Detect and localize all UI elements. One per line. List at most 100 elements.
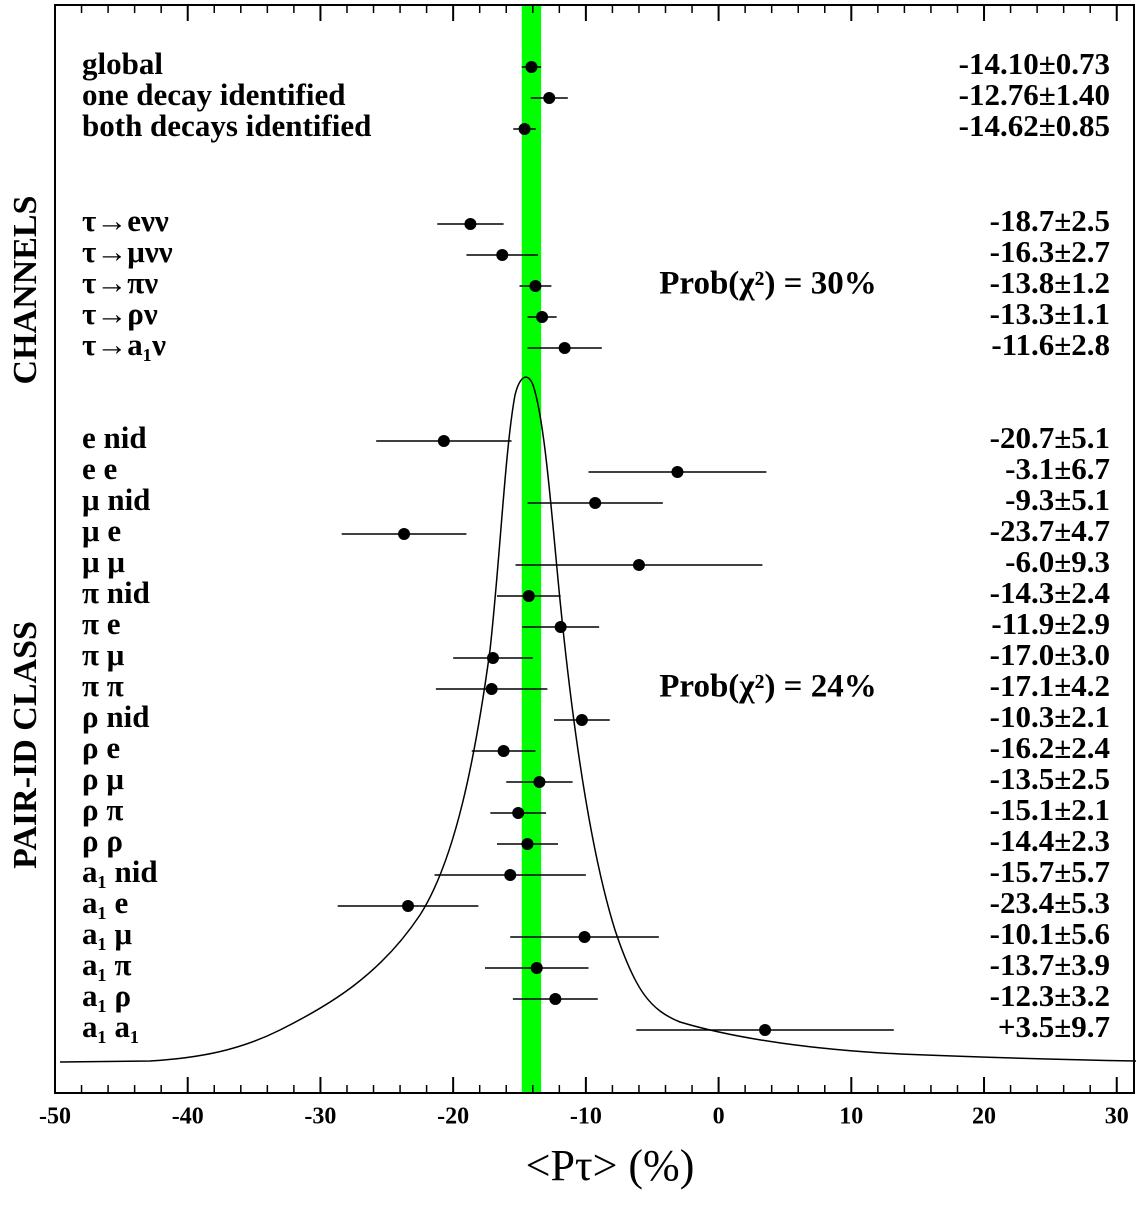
- section-label: PAIR-ID CLASS: [7, 621, 44, 869]
- value-label: -14.10±0.73: [959, 46, 1110, 81]
- point: [554, 621, 567, 633]
- value-label: -11.6±2.8: [991, 327, 1110, 362]
- value-label: -13.7±3.9: [990, 947, 1110, 982]
- point: [512, 807, 525, 819]
- row-label: e e: [82, 451, 117, 486]
- value-label: -16.3±2.7: [990, 234, 1110, 269]
- x-tick-label: 30: [1105, 1104, 1129, 1130]
- point: [533, 776, 546, 788]
- row-label: τ→πν: [82, 265, 158, 300]
- value-label: -3.1±6.7: [1005, 451, 1110, 486]
- row-label: a₁ π: [82, 947, 132, 982]
- point: [759, 1024, 772, 1036]
- row-label: π e: [82, 606, 121, 641]
- section-label: CHANNELS: [7, 196, 44, 385]
- row-label: ρ e: [82, 730, 120, 765]
- point: [671, 466, 684, 478]
- point: [536, 311, 549, 323]
- value-label: -17.0±3.0: [990, 637, 1110, 672]
- point: [485, 683, 498, 695]
- value-label: -12.3±3.2: [990, 978, 1110, 1013]
- row-label: global: [82, 46, 163, 81]
- x-tick-label: 20: [972, 1104, 996, 1130]
- point: [504, 869, 517, 881]
- value-label: -14.4±2.3: [990, 823, 1110, 858]
- point: [522, 590, 535, 602]
- x-tick-label: -40: [172, 1104, 204, 1130]
- point: [518, 123, 531, 135]
- x-tick-label: -30: [304, 1104, 336, 1130]
- row-label: τ→a₁ν: [82, 327, 166, 362]
- point: [398, 528, 411, 540]
- point: [525, 61, 538, 73]
- value-label: -17.1±4.2: [990, 668, 1110, 703]
- x-tick-label: 0: [713, 1104, 725, 1130]
- point: [529, 280, 542, 292]
- value-label: -11.9±2.9: [991, 606, 1110, 641]
- point: [464, 218, 477, 230]
- row-label: one decay identified: [82, 77, 346, 112]
- row-label: τ→ρν: [82, 296, 158, 331]
- point: [486, 652, 499, 664]
- row-label: π μ: [82, 637, 125, 672]
- row-label: ρ π: [82, 792, 123, 827]
- value-label: -23.7±4.7: [990, 513, 1110, 548]
- row-label: π π: [82, 668, 124, 703]
- value-label: -23.4±5.3: [990, 885, 1110, 920]
- value-label: -12.76±1.40: [959, 77, 1110, 112]
- point: [530, 962, 543, 974]
- value-label: -13.3±1.1: [990, 296, 1110, 331]
- x-axis-label: <Pτ> (%): [526, 1141, 695, 1190]
- value-label: -9.3±5.1: [1005, 482, 1110, 517]
- value-label: -6.0±9.3: [1005, 544, 1110, 579]
- row-label: μ e: [82, 513, 121, 548]
- annotation: Prob(χ²) = 24%: [659, 669, 876, 705]
- value-label: -18.7±2.5: [990, 203, 1110, 238]
- row-label: a₁ nid: [82, 854, 158, 889]
- point: [549, 993, 562, 1005]
- row-label: ρ nid: [82, 699, 149, 734]
- row-label: μ nid: [82, 482, 150, 517]
- average-band: [521, 5, 542, 1093]
- point: [589, 497, 602, 509]
- value-label: -16.2±2.4: [990, 730, 1110, 765]
- row-label: e nid: [82, 420, 147, 455]
- value-label: -14.62±0.85: [959, 108, 1110, 143]
- point: [521, 838, 534, 850]
- row-label: both decays identified: [82, 108, 371, 143]
- value-label: -20.7±5.1: [990, 420, 1110, 455]
- value-label: -10.3±2.1: [990, 699, 1110, 734]
- value-label: -10.1±5.6: [990, 916, 1110, 951]
- x-tick-label: 10: [839, 1104, 863, 1130]
- point: [437, 435, 450, 447]
- row-label: a₁ μ: [82, 916, 133, 951]
- row-label: a₁ a₁: [82, 1009, 139, 1044]
- band-layer: [521, 5, 542, 1093]
- point: [558, 342, 571, 354]
- annotation: Prob(χ²) = 30%: [659, 266, 876, 302]
- x-tick-label: -20: [437, 1104, 469, 1130]
- value-label: -15.7±5.7: [990, 854, 1110, 889]
- point: [496, 249, 509, 261]
- point: [578, 931, 591, 943]
- row-label: π nid: [82, 575, 150, 610]
- value-label: +3.5±9.7: [998, 1009, 1110, 1044]
- row-label: τ→eνν: [82, 203, 169, 238]
- value-label: -15.1±2.1: [990, 792, 1110, 827]
- point: [543, 92, 556, 104]
- row-label: ρ ρ: [82, 823, 123, 858]
- row-label: μ μ: [82, 544, 125, 579]
- x-tick-label: -50: [39, 1104, 71, 1130]
- frame: [54, 4, 1135, 1094]
- value-label: -13.8±1.2: [990, 265, 1110, 300]
- row-label: a₁ e: [82, 885, 128, 920]
- row-label: a₁ ρ: [82, 978, 131, 1013]
- point: [402, 900, 415, 912]
- point: [497, 745, 510, 757]
- distribution-curve: [59, 376, 1136, 1063]
- x-tick-label: -10: [570, 1104, 602, 1130]
- row-label: τ→μνν: [82, 234, 173, 269]
- point: [632, 559, 645, 571]
